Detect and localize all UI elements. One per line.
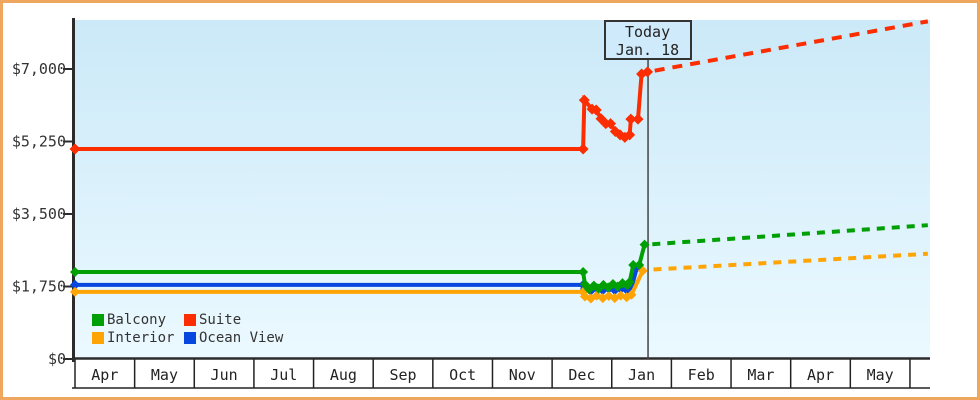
suite-point-marker [632, 113, 644, 125]
month-label: Oct [449, 366, 476, 384]
month-label: Feb [688, 366, 715, 384]
balcony-point-marker [628, 259, 639, 270]
month-label: Dec [568, 366, 595, 384]
legend-item-suite: Suite [184, 312, 283, 328]
interior-swatch-icon [92, 332, 104, 344]
legend-item-ocean-view: Ocean View [184, 330, 283, 346]
balcony-point-marker [639, 239, 650, 250]
balcony-swatch-icon [92, 314, 104, 326]
legend-item-balcony: Balcony [92, 312, 184, 328]
suite-point-marker [577, 143, 589, 155]
month-label: Sep [389, 366, 416, 384]
month-label: May [151, 366, 178, 384]
balcony-point-marker [578, 267, 589, 277]
y-axis-label: $1,750 [12, 278, 66, 296]
y-axis-label: $7,000 [12, 60, 66, 78]
legend-label-ocean-view: Ocean View [199, 330, 284, 346]
y-axis-label: $0 [48, 350, 66, 368]
suite-point-marker [590, 104, 602, 116]
balcony-point-marker [624, 276, 635, 287]
suite-point-marker [578, 94, 590, 106]
suite-point-marker [69, 143, 81, 155]
suite-point-marker [605, 118, 617, 130]
balcony-point-marker [634, 259, 645, 270]
month-band [72, 359, 930, 388]
month-label: Jul [270, 366, 297, 384]
month-label: Apr [807, 366, 834, 384]
ocean-view-point-marker [70, 279, 80, 290]
suite-point-marker [642, 66, 654, 78]
series-interior-projection-line [653, 251, 928, 272]
suite-point-marker [624, 129, 636, 141]
balcony-point-marker [70, 267, 80, 277]
ocean-view-swatch-icon [184, 332, 196, 344]
interior-point-marker [626, 289, 637, 300]
y-axis-label: $3,500 [12, 205, 66, 223]
month-label: Jan [628, 366, 655, 384]
month-label: Apr [91, 366, 118, 384]
legend-label-balcony: Balcony [107, 312, 167, 328]
today-label: Today [624, 23, 671, 41]
legend-label-suite: Suite [199, 312, 242, 328]
month-label: Nov [509, 366, 536, 384]
month-label: Mar [747, 366, 774, 384]
suite-swatch-icon [184, 314, 196, 326]
y-axis-label: $5,250 [12, 133, 66, 151]
today-date: Jan. 18 [615, 41, 680, 59]
month-label: Aug [330, 366, 357, 384]
legend-label-interior: Interior [107, 330, 175, 346]
month-label: May [867, 366, 894, 384]
month-label: Jun [211, 366, 238, 384]
legend-item-interior: Interior [92, 330, 184, 346]
today-annotation: Today Jan. 18 [603, 20, 692, 60]
interior-point-marker [70, 286, 80, 297]
series-balcony-projection-line [652, 223, 928, 247]
legend: Balcony Suite Interior Ocean View [92, 312, 283, 346]
plot-background [75, 20, 930, 358]
suite-point-marker [625, 113, 637, 125]
